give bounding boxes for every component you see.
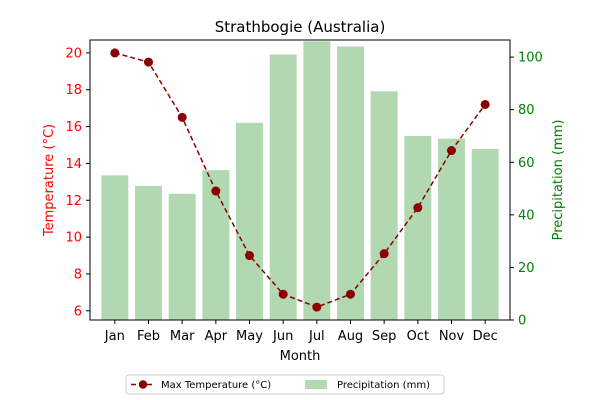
y-right-tick-label: 80 — [518, 103, 535, 118]
y-left-tick-label: 14 — [65, 157, 82, 172]
precipitation-bar — [438, 138, 465, 320]
temperature-point — [177, 112, 187, 122]
temperature-point — [413, 203, 423, 213]
x-tick-label: Sep — [372, 329, 397, 344]
temperature-point — [312, 302, 322, 312]
chart-title: Strathbogie (Australia) — [215, 18, 386, 36]
legend: Max Temperature (°C) Precipitation (mm) — [125, 374, 445, 395]
x-tick-label: Jul — [308, 329, 325, 344]
legend-bar-swatch — [305, 380, 327, 389]
temperature-point — [379, 249, 389, 259]
x-tick-label: Nov — [439, 329, 465, 344]
y-left-tick-label: 6 — [74, 304, 82, 319]
temperature-point — [278, 289, 288, 299]
y-left-tick-label: 8 — [74, 267, 82, 282]
x-tick-label: Feb — [137, 329, 160, 344]
y-left-axis-label: Temperature (°C) — [42, 124, 57, 237]
precipitation-bar — [101, 175, 129, 320]
plot-area-frame — [89, 39, 511, 321]
y-left-tick-label: 12 — [65, 194, 82, 209]
y-left-tick-label: 20 — [65, 46, 82, 61]
temperature-point — [480, 99, 490, 109]
y-left-tick-label: 18 — [65, 83, 82, 98]
precipitation-bar — [269, 54, 297, 321]
precipitation-bar — [471, 149, 499, 320]
y-right-tick-label: 100 — [518, 51, 543, 66]
x-tick-label: Aug — [338, 329, 363, 344]
y-right-axis-label: Precipitation (mm) — [551, 120, 566, 241]
precipitation-bar — [168, 193, 196, 320]
temperature-line — [110, 48, 490, 312]
x-axis-label: Month — [280, 349, 321, 364]
x-tick-label: Apr — [205, 329, 228, 344]
x-tick-label: Oct — [407, 329, 429, 344]
y-left-axis-ticks: 6 8 10 12 14 16 18 20 — [65, 46, 90, 319]
x-tick-label: Mar — [170, 329, 195, 344]
legend-label-precipitation: Precipitation (mm) — [337, 380, 430, 391]
precipitation-bar — [236, 122, 263, 321]
y-left-tick-label: 10 — [65, 231, 82, 246]
legend-label-temperature: Max Temperature (°C) — [161, 380, 271, 391]
x-tick-label: Jun — [272, 329, 293, 344]
x-tick-label: May — [236, 329, 263, 344]
x-tick-label: Dec — [473, 329, 498, 344]
y-right-tick-label: 60 — [518, 156, 535, 171]
temperature-point — [346, 289, 355, 299]
temperature-point — [211, 186, 221, 196]
temperature-point — [110, 48, 120, 58]
y-right-tick-label: 40 — [518, 208, 535, 223]
y-right-tick-label: 0 — [518, 314, 526, 329]
precipitation-bar — [135, 185, 162, 320]
y-left-tick-label: 16 — [65, 120, 82, 135]
precipitation-bar — [303, 41, 331, 321]
x-axis-ticks: Jan Feb Mar Apr May Jun Jul Aug Sep Oct Nov Dec — [104, 320, 498, 344]
y-right-axis-ticks: 0 20 40 60 80 100 — [510, 51, 543, 329]
legend-marker-swatch — [138, 380, 148, 389]
temperature-point — [144, 57, 153, 67]
temperature-line-path — [114, 52, 486, 308]
precipitation-bar — [370, 91, 398, 320]
legend-frame — [125, 374, 445, 395]
temperature-point — [245, 251, 254, 261]
precipitation-bars — [101, 41, 499, 321]
temperature-point — [447, 146, 456, 156]
y-right-tick-label: 20 — [518, 261, 535, 276]
precipitation-bar — [404, 135, 432, 320]
precipitation-bar — [337, 46, 364, 321]
x-tick-label: Jan — [104, 329, 125, 344]
